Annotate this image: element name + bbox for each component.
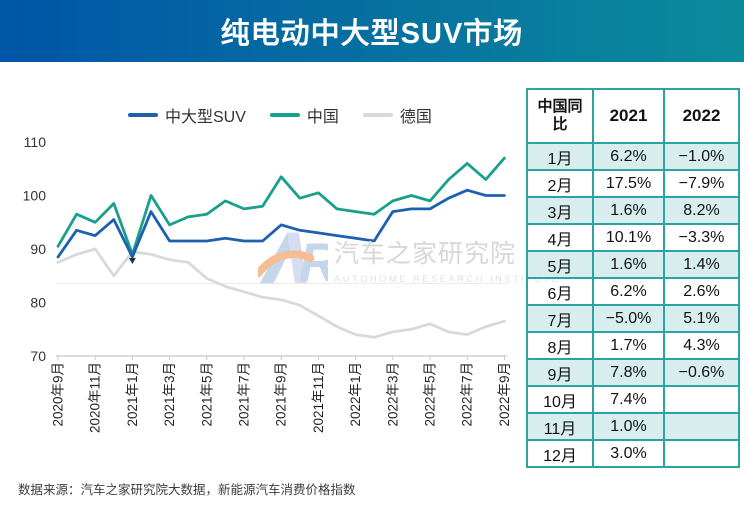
month-cell: 3月 [526,196,594,225]
x-tick-label: 2022年7月 [460,362,475,427]
x-tick-label: 2022年3月 [385,362,400,427]
value-cell: −3.3% [663,223,740,252]
table-row: 9月 7.8% −0.6% [526,358,740,387]
table-row: 7月 −5.0% 5.1% [526,304,740,333]
legend-item-china: 中国 [269,103,339,127]
x-tick-label: 2021年11月 [311,362,326,433]
x-tick-label: 2022年9月 [497,362,512,427]
table-row: 10月 7.4% [526,385,740,414]
value-cell: 1.6% [592,250,665,279]
month-cell: 6月 [526,277,594,306]
value-cell: 10.1% [592,223,665,252]
chart-legend: 中大型SUV 中国 德国 [128,103,432,127]
value-cell: −1.0% [663,142,740,171]
x-tick-label: 2021年7月 [237,362,252,427]
table-row: 6月 6.2% 2.6% [526,277,740,306]
value-cell: 1.4% [663,250,740,279]
legend-label-china: 中国 [306,109,339,126]
legend-label-germany: 德国 [399,109,432,126]
month-cell: 10月 [526,385,594,414]
table-header-year-2022: 2022 [663,88,740,144]
table-row: 3月 1.6% 8.2% [526,196,740,225]
x-tick-label: 2021年5月 [199,362,214,427]
month-cell: 5月 [526,250,594,279]
month-cell: 12月 [526,439,594,468]
value-cell: −7.9% [663,169,740,198]
x-tick-label: 2022年1月 [348,362,363,427]
legend-swatch-suv [128,113,158,117]
table-row: 11月 1.0% [526,412,740,441]
month-cell: 1月 [526,142,594,171]
yoy-table: 中国同比 2021 2022 1月 6.2% −1.0% 2月 17.5% −7.9% 3月 1.… [526,88,740,468]
value-cell [663,412,740,441]
legend-swatch-china [269,113,300,117]
month-cell: 7月 [526,304,594,333]
table-header-year-2021: 2021 [592,88,665,144]
x-tick-label: 2020年9月 [51,362,66,427]
table-header-row: 中国同比 2021 2022 [526,88,740,144]
data-source: 数据来源：汽车之家研究院大数据，新能源汽车消费价格指数 [18,483,356,497]
line-chart-plot: 70 80 90 100 110 2020年9月 2020年11月 2021年1月 2021年3… [23,134,512,433]
legend-label-suv: 中大型SUV [165,109,246,126]
table-header-metric: 中国同比 [526,88,594,144]
table-body: 1月 6.2% −1.0% 2月 17.5% −7.9% 3月 1.6% 8.2% 4月 10.1%… [526,142,740,468]
legend-item-germany: 德国 [362,103,432,127]
value-cell: 1.6% [592,196,665,225]
month-cell: 2月 [526,169,594,198]
value-cell: 5.1% [663,304,740,333]
y-tick-label: 80 [30,295,46,311]
table-row: 5月 1.6% 1.4% [526,250,740,279]
value-cell: 2.6% [663,277,740,306]
value-cell: 17.5% [592,169,665,198]
y-tick-label: 70 [30,348,46,364]
value-cell: 6.2% [592,277,665,306]
value-cell: 1.0% [592,412,665,441]
y-tick-label: 90 [30,241,46,257]
x-tick-label: 2021年3月 [162,362,177,427]
yoy-table-container: 中国同比 2021 2022 1月 6.2% −1.0% 2月 17.5% −7.9% 3月 1.… [526,88,740,468]
table-row: 8月 1.7% 4.3% [526,331,740,360]
value-cell: 6.2% [592,142,665,171]
value-cell: 4.3% [663,331,740,360]
valley-marker [128,258,136,265]
x-tick-label: 2022年5月 [423,362,438,427]
value-cell: 1.7% [592,331,665,360]
table-row: 12月 3.0% [526,439,740,468]
x-tick-label: 2021年1月 [125,362,140,427]
value-cell: 7.8% [592,358,665,387]
series-line-suv [56,188,506,259]
value-cell: 3.0% [592,439,665,468]
table-row: 4月 10.1% −3.3% [526,223,740,252]
table-row: 1月 6.2% −1.0% [526,142,740,171]
table-head: 中国同比 2021 2022 [526,88,740,144]
table-row: 2月 17.5% −7.9% [526,169,740,198]
value-cell: 7.4% [592,385,665,414]
x-tick-label: 2020年11月 [88,362,103,433]
month-cell: 9月 [526,358,594,387]
value-cell: −0.6% [663,358,740,387]
month-cell: 4月 [526,223,594,252]
legend-item-suv: 中大型SUV [128,103,246,127]
value-cell [663,439,740,468]
x-tick-label: 2021年9月 [274,362,289,427]
month-cell: 11月 [526,412,594,441]
legend-swatch-germany [362,113,393,117]
value-cell: 8.2% [663,196,740,225]
month-cell: 8月 [526,331,594,360]
title-banner: 纯电动中大型SUV市场 [0,0,744,62]
series-line-germany [56,247,506,339]
y-tick-label: 110 [24,134,47,150]
value-cell [663,385,740,414]
page-title: 纯电动中大型SUV市场 [220,18,524,50]
y-tick-label: 100 [23,188,47,204]
value-cell: −5.0% [592,304,665,333]
